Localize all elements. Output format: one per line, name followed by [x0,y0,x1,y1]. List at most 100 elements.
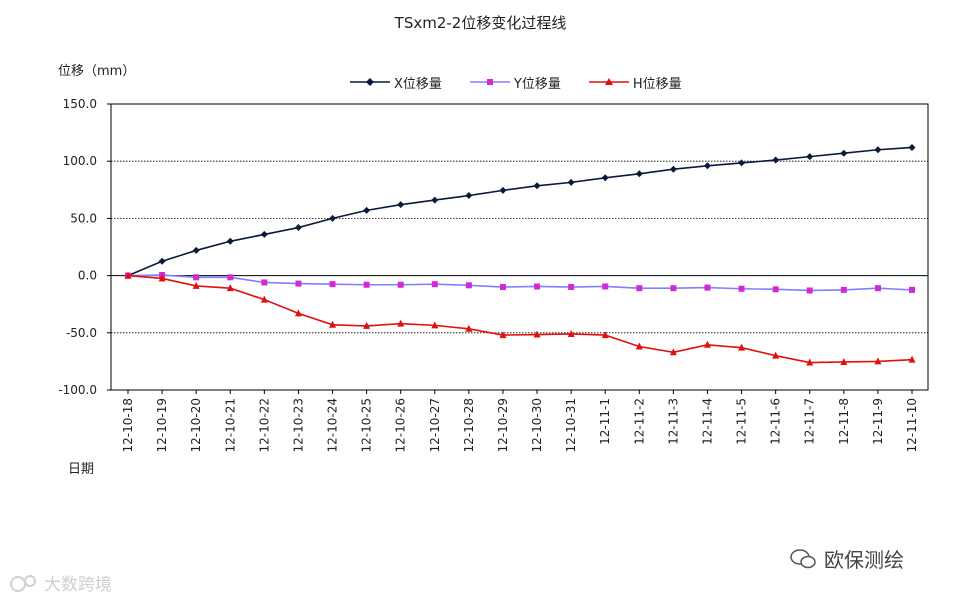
data-point [294,224,302,232]
data-point [738,343,746,351]
data-point [874,146,882,154]
data-point [806,153,814,161]
data-point [431,321,439,329]
legend-label-x: X位移量 [394,76,442,92]
x-tick-label: 12-10-26 [394,398,408,452]
x-tick-label: 12-11-3 [666,398,680,445]
chat-bubble-icon [790,548,816,568]
data-point [226,284,234,292]
y-axis-label: 位移（mm） [58,64,136,79]
watermark-left-text: 大数跨境 [44,575,112,595]
data-point [226,237,234,245]
series-line-2 [127,274,913,364]
data-point [703,340,711,348]
data-point [568,284,575,291]
data-point [260,295,268,303]
data-point [329,320,337,328]
watermark-left: 大数跨境 [8,570,112,595]
data-point [260,230,268,238]
legend-item-x: X位移量 [350,73,442,92]
data-point [908,143,916,151]
data-point [874,285,881,292]
data-point [738,285,745,292]
data-point [465,324,473,332]
data-point [329,281,336,288]
data-point [703,162,711,170]
data-point [636,285,643,292]
data-point [431,196,439,204]
data-point [567,178,575,186]
data-point [192,246,200,254]
legend-swatch-h [588,78,629,85]
series-line-1 [127,274,913,292]
data-point [704,284,711,291]
data-point [772,156,780,164]
x-tick-label: 12-11-1 [598,398,612,445]
data-point [909,286,915,293]
data-point [772,351,780,359]
series-line-0 [127,146,913,277]
watermark-right: 欧保测绘 [790,544,904,573]
data-point [499,331,507,339]
data-point [397,281,404,288]
legend-label-y: Y位移量 [513,76,561,92]
data-point [840,149,848,157]
x-tick-label: 12-11-4 [700,398,714,445]
data-point [193,274,200,281]
x-tick-label: 12-11-10 [905,398,919,452]
x-tick-label: 12-11-9 [871,398,885,445]
legend-swatch-x [350,78,390,86]
y-tick-label: 150.0 [63,97,97,111]
y-tick-label: -50.0 [66,326,97,340]
x-tick-label: 12-10-25 [360,398,374,452]
x-tick-label: 12-10-31 [564,398,578,452]
data-point [840,357,848,365]
x-tick-label: 12-10-23 [291,398,305,452]
x-tick-label: 12-11-6 [769,398,783,445]
data-point [567,329,575,337]
legend-item-h: H位移量 [588,73,682,92]
data-point [669,348,677,356]
x-tick-label: 12-10-28 [462,398,476,452]
data-point [669,165,677,173]
data-point [124,271,132,279]
y-tick-label: 100.0 [63,154,97,168]
x-tick-label: 12-10-19 [155,398,169,452]
data-point [329,214,337,222]
x-tick-label: 12-10-18 [121,398,135,452]
x-tick-label: 12-11-5 [735,398,749,445]
legend-swatch-y [469,79,510,85]
data-point [397,201,405,209]
watermark-right-text: 欧保测绘 [824,548,904,572]
data-point [158,274,166,282]
data-point [261,279,268,286]
data-point [806,358,814,366]
data-point [363,206,371,214]
data-point [601,174,609,182]
x-tick-label: 12-11-7 [803,398,817,445]
data-point [227,274,234,281]
legend-label-h: H位移量 [632,76,682,92]
legend: X位移量 Y位移量 H位移量 [350,72,682,92]
x-tick-label: 12-10-29 [496,398,510,452]
data-point [158,257,166,265]
data-point [635,170,643,178]
plot-frame [110,103,929,391]
data-point [533,182,541,190]
data-point [534,283,541,290]
x-tick-label: 12-10-20 [189,398,203,452]
data-point [295,280,302,287]
data-point [806,287,813,294]
data-point [499,186,507,194]
x-tick-label: 12-11-8 [837,398,851,445]
data-point [465,282,472,289]
x-tick-label: 12-10-22 [257,398,271,452]
data-point [499,284,506,291]
data-point [397,319,405,327]
data-point [192,281,200,289]
y-tick-label: 0.0 [78,269,97,283]
data-point [363,321,371,329]
data-point [602,283,609,290]
